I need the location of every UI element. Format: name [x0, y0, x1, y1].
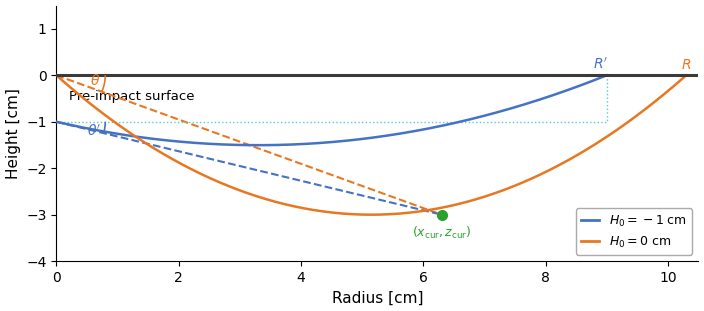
- Text: $R$: $R$: [681, 58, 691, 72]
- Text: Pre-impact surface: Pre-impact surface: [69, 90, 195, 103]
- X-axis label: Radius [cm]: Radius [cm]: [332, 290, 423, 305]
- Text: $R'$: $R'$: [593, 57, 608, 72]
- Text: $(x_{\rm cur}, z_{\rm cur})$: $(x_{\rm cur}, z_{\rm cur})$: [412, 225, 472, 241]
- Y-axis label: Height [cm]: Height [cm]: [6, 88, 20, 179]
- Legend: $H_0 = -1$ cm, $H_0 = 0$ cm: $H_0 = -1$ cm, $H_0 = 0$ cm: [576, 208, 692, 255]
- Text: $\theta$: $\theta$: [90, 73, 100, 89]
- Text: $\theta'$: $\theta'$: [87, 123, 101, 139]
